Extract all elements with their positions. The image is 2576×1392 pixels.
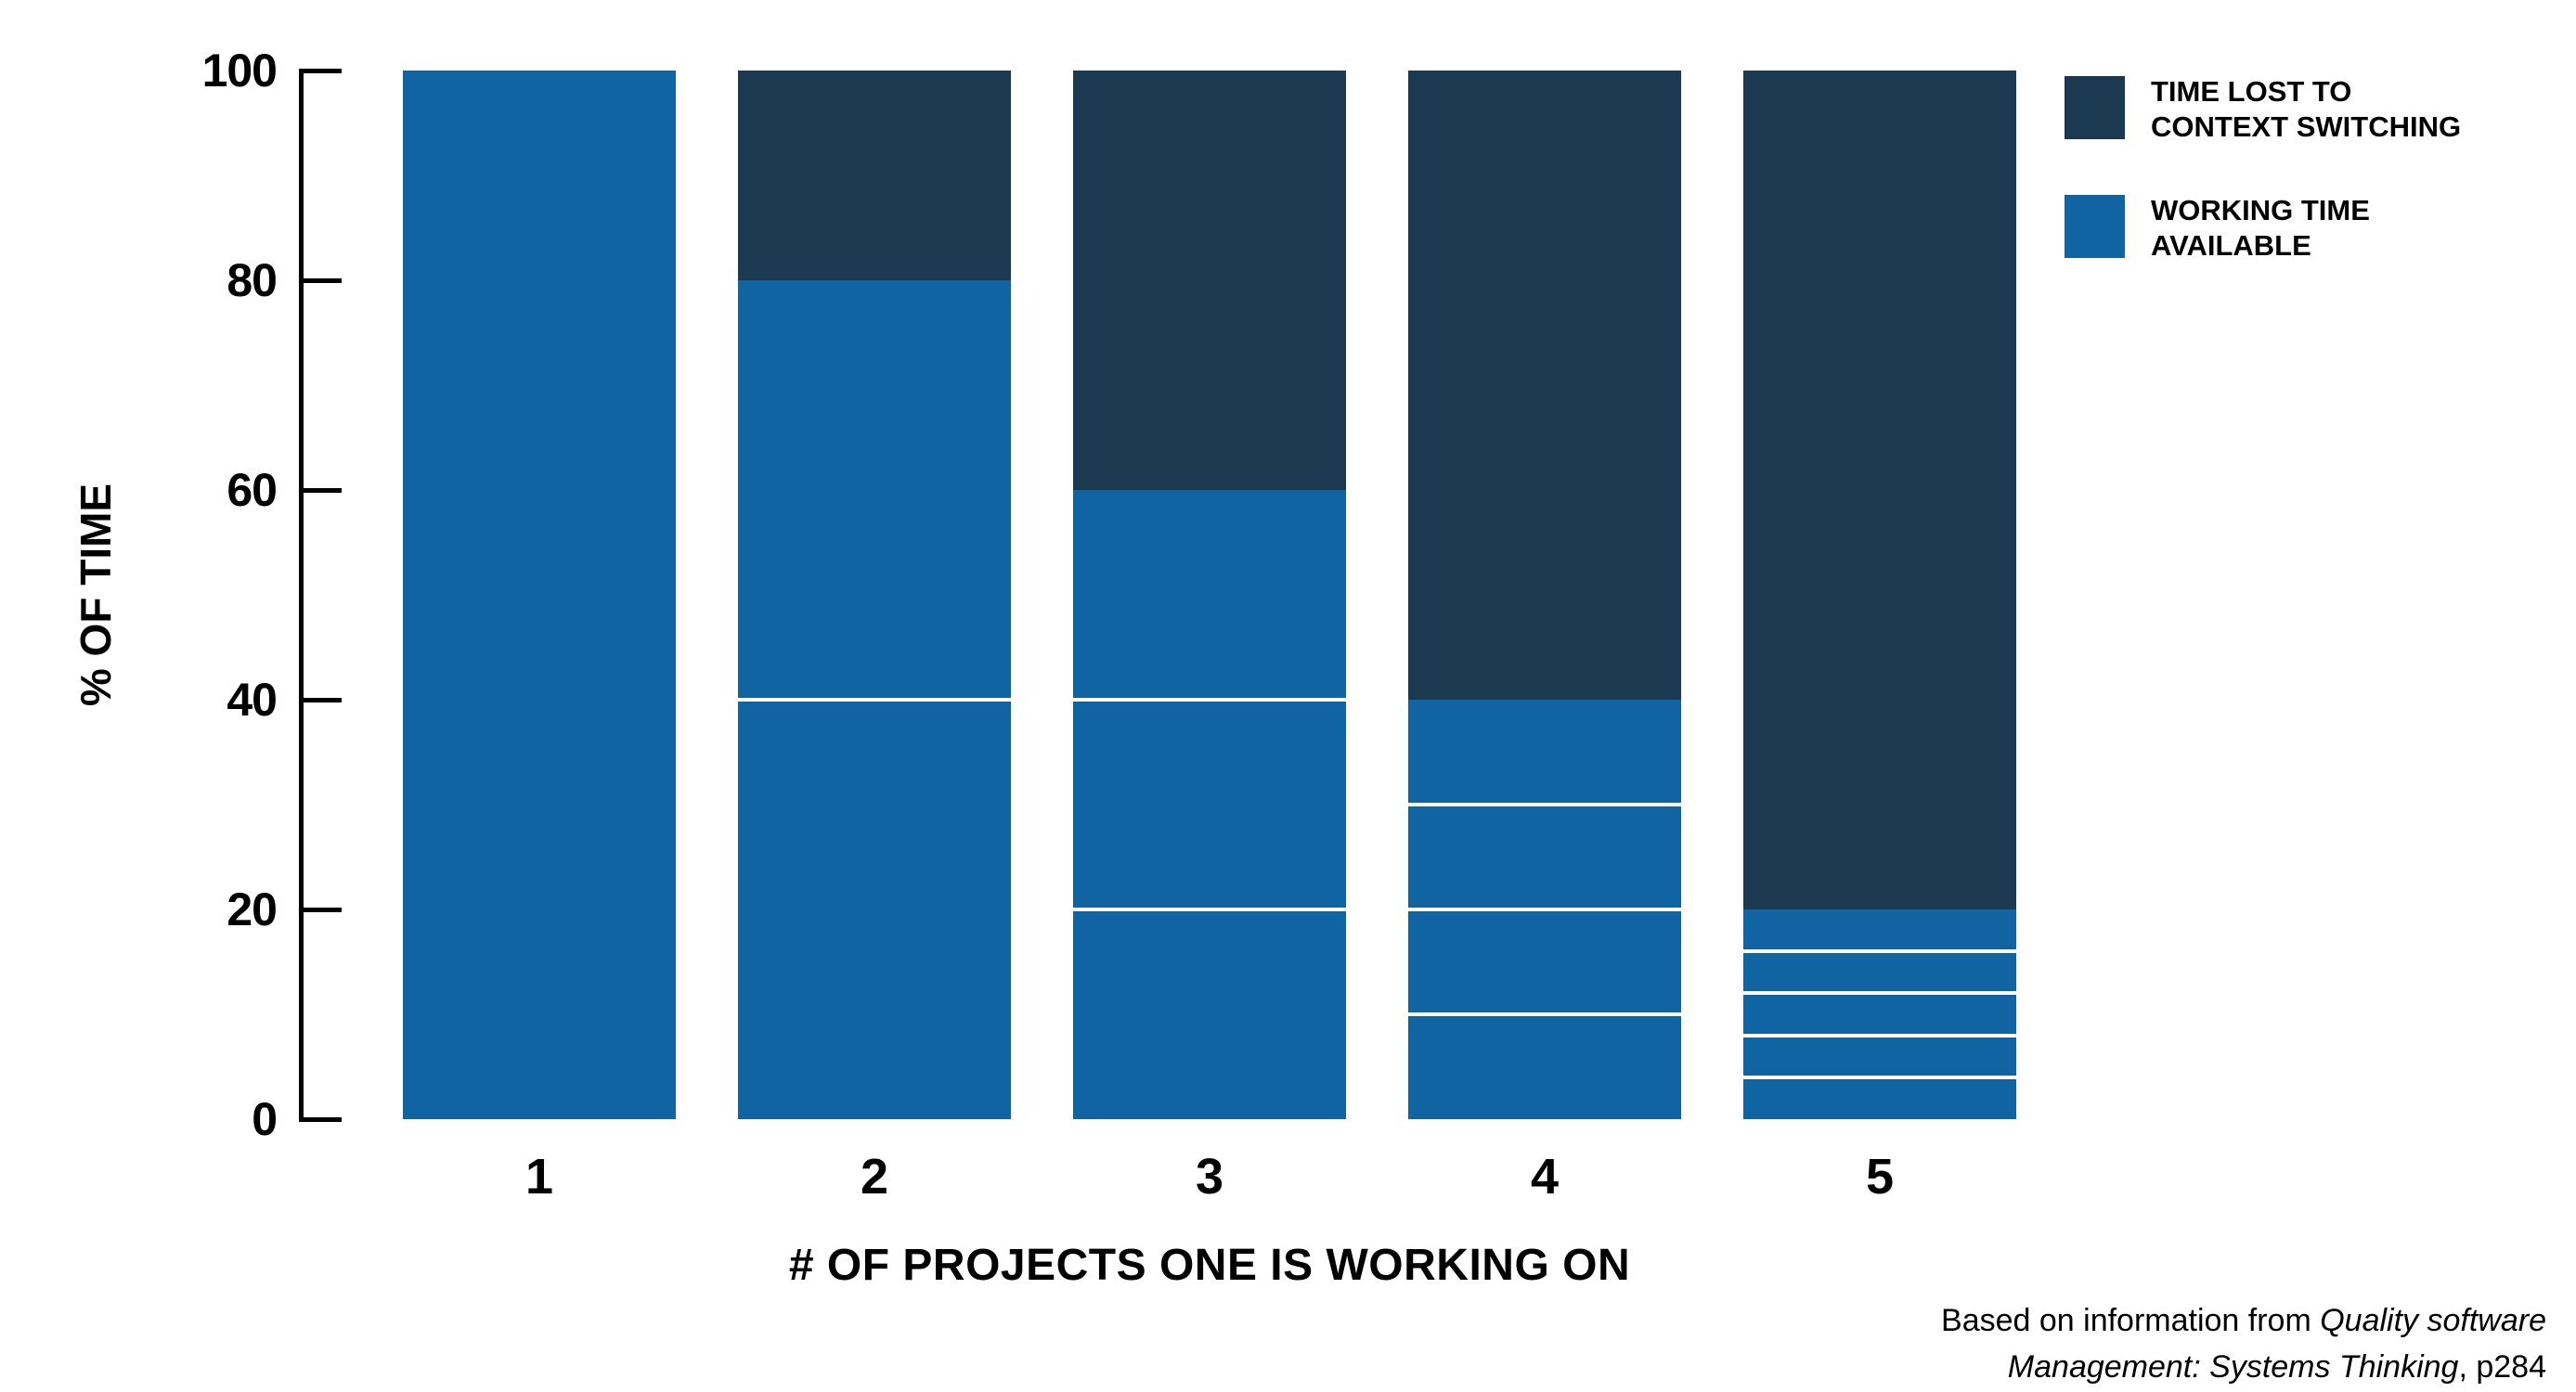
legend-label: TIME LOST TO CONTEXT SWITCHING	[2151, 74, 2461, 145]
bar-working-time-block	[1743, 909, 2016, 1119]
bar-working-time-block	[403, 71, 676, 1119]
bar-segment-separator	[738, 698, 1011, 702]
y-axis-tick-label: 20	[227, 883, 278, 935]
bar-context-switching-block	[1408, 71, 1681, 700]
bar-segment-separator	[1408, 908, 1681, 911]
x-axis-title: # OF PROJECTS ONE IS WORKING ON	[788, 1241, 1631, 1290]
y-axis-tick-label: 40	[227, 674, 278, 726]
y-axis-line	[299, 71, 304, 1121]
y-axis-tick	[299, 488, 342, 493]
x-axis-tick-label: 5	[1865, 1149, 1895, 1205]
bar-segment-separator	[1408, 1012, 1681, 1016]
x-axis-tick-label: 1	[524, 1149, 554, 1205]
bar-group	[403, 71, 676, 1119]
x-axis-tick-label: 4	[1530, 1149, 1560, 1205]
legend-label-line: CONTEXT SWITCHING	[2151, 110, 2462, 143]
bar-context-switching-block	[1743, 71, 2016, 909]
legend-item: WORKING TIME AVAILABLE	[2065, 193, 2501, 278]
bar-group	[1743, 71, 2016, 1119]
attribution-text-regular: , p284	[2458, 1349, 2546, 1385]
bar-segment-separator	[1408, 803, 1681, 806]
legend-label-line: AVAILABLE	[2151, 229, 2311, 262]
bar-group	[1408, 71, 1681, 1119]
attribution-line-2: Management: Systems Thinking, p284	[1941, 1344, 2546, 1390]
bar-context-switching-block	[738, 71, 1011, 280]
bar-segment-separator	[1073, 698, 1346, 702]
y-axis-tick-label: 60	[227, 464, 278, 516]
bar-group	[738, 71, 1011, 1119]
y-axis-title: % OF TIME	[71, 483, 120, 707]
y-axis-tick-label: 100	[201, 45, 278, 97]
bar-group	[1073, 71, 1346, 1119]
attribution-text-italic: Management: Systems Thinking	[2007, 1349, 2459, 1385]
attribution: Based on information from Quality softwa…	[1941, 1297, 2546, 1390]
y-axis-tick	[299, 69, 342, 73]
y-axis-tick	[299, 908, 342, 912]
attribution-text-regular: Based on information from	[1941, 1303, 2321, 1338]
legend-swatch	[2065, 195, 2125, 258]
y-axis-tick-label: 80	[227, 254, 278, 306]
legend-swatch	[2065, 76, 2125, 139]
x-axis-tick-label: 2	[860, 1149, 889, 1205]
bar-working-time-block	[1073, 490, 1346, 1119]
bar-context-switching-block	[1073, 71, 1346, 490]
bar-segment-separator	[1743, 949, 2016, 954]
y-axis-tick-label: 0	[252, 1093, 278, 1145]
legend-label-line: TIME LOST TO	[2151, 75, 2352, 108]
bar-segment-separator	[1743, 1075, 2016, 1079]
legend-item: TIME LOST TO CONTEXT SWITCHING	[2065, 74, 2501, 160]
attribution-line-1: Based on information from Quality softwa…	[1941, 1297, 2546, 1344]
bar-segment-separator	[1073, 908, 1346, 911]
y-axis-tick	[299, 278, 342, 283]
legend-label: WORKING TIME AVAILABLE	[2151, 193, 2370, 264]
bar-segment-separator	[1743, 1033, 2016, 1038]
x-axis-tick-label: 3	[1195, 1149, 1224, 1205]
legend-label-line: WORKING TIME	[2151, 194, 2370, 226]
y-axis-tick	[299, 698, 342, 702]
attribution-text-italic: Quality software	[2320, 1303, 2546, 1338]
bar-segment-separator	[1743, 991, 2016, 996]
y-axis-tick	[299, 1117, 342, 1122]
